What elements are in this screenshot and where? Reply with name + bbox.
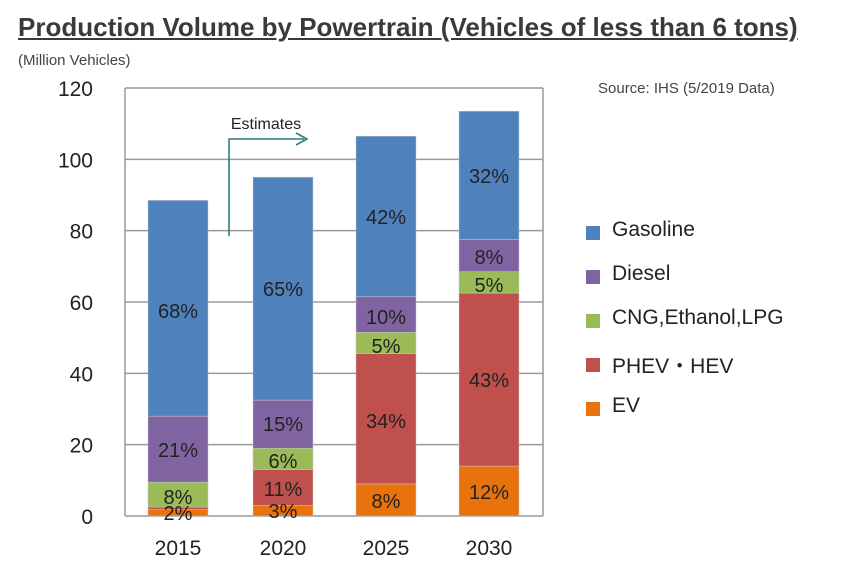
bar-gasoline-2020 <box>252 176 314 401</box>
data-label: 32% <box>469 166 509 188</box>
estimates-arrow-head <box>295 132 309 146</box>
y-tick-label: 0 <box>81 506 93 529</box>
data-label: 5% <box>475 275 504 297</box>
legend-swatch <box>586 314 600 328</box>
bar-phevhev-2030 <box>458 292 520 467</box>
bar-phevhev-2025 <box>355 353 417 485</box>
data-label: 10% <box>366 307 406 329</box>
x-tick-label: 2015 <box>155 537 202 560</box>
data-label: 8% <box>475 247 504 269</box>
data-label: 34% <box>366 411 406 433</box>
data-label: 8% <box>372 491 401 513</box>
legend-label: Gasoline <box>612 218 695 241</box>
bar-diesel-2025 <box>355 296 417 333</box>
legend-label: EV <box>612 394 641 417</box>
chart-title: Production Volume by Powertrain (Vehicle… <box>18 12 798 42</box>
y-tick-label: 80 <box>70 221 93 244</box>
data-label: 21% <box>158 440 198 462</box>
bar-gasoline-2015 <box>147 200 209 417</box>
estimates-arrow <box>228 138 304 236</box>
legend-swatch <box>586 226 600 240</box>
data-label: 11% <box>264 479 303 501</box>
source-note: Source: IHS (5/2019 Data) <box>598 80 775 97</box>
data-label: 43% <box>469 370 509 392</box>
legend-swatch <box>586 358 600 372</box>
legend-label: PHEV・HEV <box>612 355 734 378</box>
y-tick-label: 20 <box>70 435 93 458</box>
x-tick-label: 2030 <box>466 537 513 560</box>
data-label: 3% <box>269 501 298 523</box>
bar-diesel-2020 <box>252 399 314 449</box>
x-tick-label: 2020 <box>260 537 307 560</box>
data-label: 6% <box>269 451 298 473</box>
x-tick-label: 2025 <box>363 537 410 560</box>
bar-phevhev-2020 <box>252 469 314 506</box>
legend-label: Diesel <box>612 262 671 285</box>
bar-ev-2025 <box>355 483 417 517</box>
data-label: 65% <box>263 279 303 301</box>
data-label: 68% <box>158 301 198 323</box>
y-tick-label: 40 <box>70 363 93 386</box>
bar-diesel-2030 <box>458 239 520 272</box>
chart-subtitle: (Million Vehicles) <box>18 52 131 69</box>
data-label: 12% <box>469 482 509 504</box>
data-label: 42% <box>366 207 406 229</box>
data-label: 2% <box>164 503 193 525</box>
legend-swatch <box>586 270 600 284</box>
data-label: 15% <box>263 414 303 436</box>
bar-gasoline-2030 <box>458 110 520 240</box>
bar-gasoline-2025 <box>355 135 417 297</box>
bar-ev-2030 <box>458 465 520 517</box>
y-tick-label: 120 <box>58 78 93 101</box>
bar-cngethanollpg-2015 <box>147 481 209 508</box>
y-tick-label: 60 <box>70 292 93 315</box>
data-label: 8% <box>164 487 193 509</box>
legend-label: CNG,Ethanol,LPG <box>612 306 784 329</box>
bar-diesel-2015 <box>147 415 209 483</box>
data-label: 5% <box>372 336 401 358</box>
y-tick-label: 100 <box>58 149 93 172</box>
legend-swatch <box>586 402 600 416</box>
estimates-label: Estimates <box>231 116 301 133</box>
